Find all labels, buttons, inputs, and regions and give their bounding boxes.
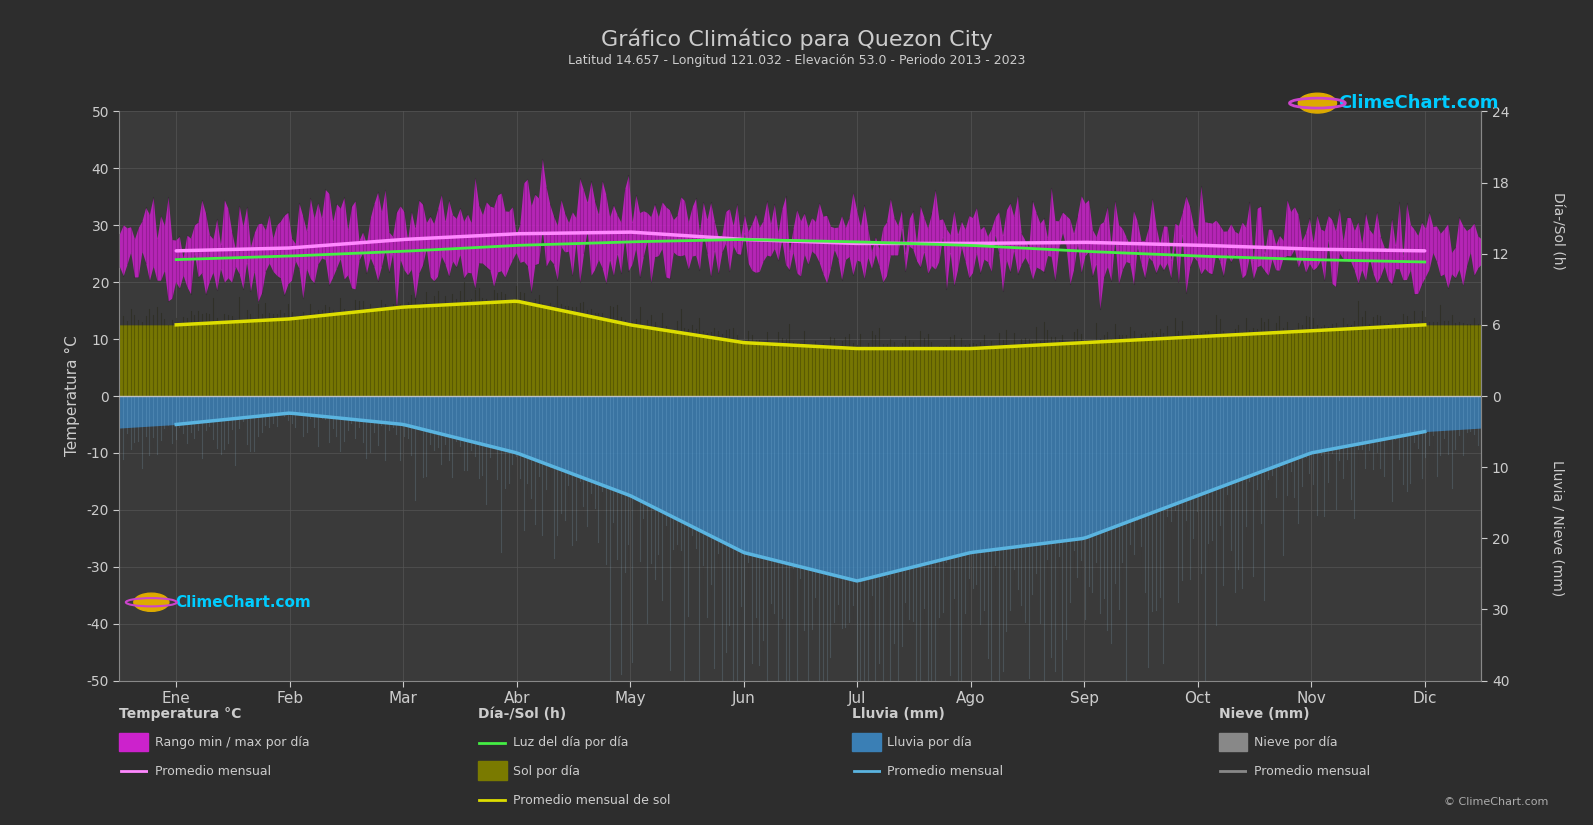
Text: Rango min / max por día: Rango min / max por día	[155, 736, 309, 749]
Text: Promedio mensual de sol: Promedio mensual de sol	[513, 794, 671, 807]
Text: Lluvia por día: Lluvia por día	[887, 736, 972, 749]
Text: Nieve (mm): Nieve (mm)	[1219, 707, 1309, 720]
Text: Temperatura °C: Temperatura °C	[119, 707, 242, 720]
Text: © ClimeChart.com: © ClimeChart.com	[1443, 797, 1548, 807]
Text: Promedio mensual: Promedio mensual	[155, 765, 271, 778]
Text: Promedio mensual: Promedio mensual	[887, 765, 1004, 778]
Text: Promedio mensual: Promedio mensual	[1254, 765, 1370, 778]
Text: ClimeChart.com: ClimeChart.com	[175, 595, 311, 610]
Text: Nieve por día: Nieve por día	[1254, 736, 1337, 749]
Text: Lluvia / Nieve (mm): Lluvia / Nieve (mm)	[1552, 460, 1564, 596]
Y-axis label: Temperatura °C: Temperatura °C	[65, 336, 80, 456]
Text: Lluvia (mm): Lluvia (mm)	[852, 707, 945, 720]
Text: Día-/Sol (h): Día-/Sol (h)	[478, 707, 566, 720]
Text: Luz del día por día: Luz del día por día	[513, 736, 629, 749]
Text: Sol por día: Sol por día	[513, 765, 580, 778]
Text: ClimeChart.com: ClimeChart.com	[1338, 94, 1499, 112]
Text: Latitud 14.657 - Longitud 121.032 - Elevación 53.0 - Periodo 2013 - 2023: Latitud 14.657 - Longitud 121.032 - Elev…	[567, 54, 1026, 67]
Text: Día-/Sol (h): Día-/Sol (h)	[1552, 192, 1564, 270]
Text: Gráfico Climático para Quezon City: Gráfico Climático para Quezon City	[601, 29, 992, 50]
